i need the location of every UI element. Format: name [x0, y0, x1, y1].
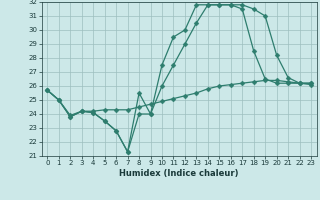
X-axis label: Humidex (Indice chaleur): Humidex (Indice chaleur) — [119, 169, 239, 178]
